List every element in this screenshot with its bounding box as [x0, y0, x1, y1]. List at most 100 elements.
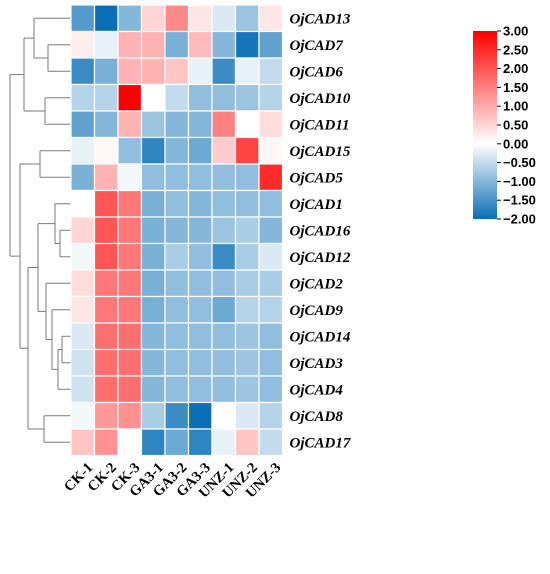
- heatmap-cell: [93, 4, 119, 33]
- row-label: OjCAD5: [290, 170, 344, 186]
- column-labels: CK-1CK-2CK-3GA3-1GA3-2GA3-3UNZ-1UNZ-2UNZ…: [61, 460, 284, 502]
- heatmap-cell: [117, 216, 143, 245]
- heatmap-cell: [258, 375, 284, 404]
- heatmap-cell: [258, 216, 284, 245]
- heatmap-cell: [140, 216, 166, 245]
- heatmap-cell: [117, 189, 143, 218]
- heatmap-cell: [211, 375, 237, 404]
- heatmap-cell: [117, 57, 143, 86]
- heatmap-cell: [211, 136, 237, 165]
- heatmap-cell: [187, 163, 213, 192]
- heatmap-cell: [93, 348, 119, 377]
- heatmap-cell: [187, 348, 213, 377]
- heatmap-cell: [211, 401, 237, 430]
- color-scale-legend: 3.00 2.50 2.00 1.50 1.00 0.50 0.00 −0.50 −1.00 −1…: [473, 24, 536, 227]
- heatmap-cell: [70, 57, 96, 86]
- heatmap-cell: [140, 136, 166, 165]
- heatmap-cell: [93, 428, 119, 457]
- heatmap-cell: [70, 216, 96, 245]
- heatmap-cell: [93, 269, 119, 298]
- heatmap-cell: [93, 295, 119, 324]
- colorbar-tick-label: 1.50: [503, 80, 528, 95]
- heatmap-cell: [234, 375, 260, 404]
- heatmap-cell: [140, 269, 166, 298]
- heatmap-cell: [93, 57, 119, 86]
- heatmap-cell: [187, 375, 213, 404]
- heatmap-cell: [140, 57, 166, 86]
- heatmap-cell: [117, 295, 143, 324]
- heatmap-cell: [211, 295, 237, 324]
- heatmap-cell: [117, 428, 143, 457]
- heatmap-cell: [211, 30, 237, 59]
- heatmap-cell: [234, 401, 260, 430]
- heatmap-cell: [187, 295, 213, 324]
- heatmap-cell: [140, 375, 166, 404]
- row-label: OjCAD11: [290, 117, 350, 133]
- heatmap-cell: [93, 83, 119, 112]
- heatmap-cell: [93, 30, 119, 59]
- heatmap-cell: [164, 83, 190, 112]
- row-label: OjCAD13: [290, 11, 351, 27]
- heatmap-cell: [140, 4, 166, 33]
- heatmap-cell: [164, 348, 190, 377]
- heatmap-cell: [234, 57, 260, 86]
- colorbar-tick-label: 3.00: [503, 24, 528, 39]
- heatmap-cell: [140, 30, 166, 59]
- heatmap-cell: [70, 295, 96, 324]
- heatmap-cell: [211, 83, 237, 112]
- colorbar-tick-label: 0.00: [503, 136, 528, 151]
- heatmap-cell: [140, 322, 166, 351]
- heatmap-cell: [140, 348, 166, 377]
- heatmap-cell: [258, 295, 284, 324]
- heatmap-cell: [117, 401, 143, 430]
- heatmap-cell: [117, 163, 143, 192]
- heatmap-cell: [258, 189, 284, 218]
- heatmap-cell: [187, 401, 213, 430]
- heatmap-cell: [234, 348, 260, 377]
- heatmap-cell: [117, 242, 143, 271]
- heatmap-cell: [164, 269, 190, 298]
- colorbar-tick-label: 2.00: [503, 61, 528, 76]
- heatmap-cell: [140, 428, 166, 457]
- row-label: OjCAD8: [290, 409, 344, 425]
- heatmap-cell: [211, 110, 237, 139]
- heatmap-cell: [258, 428, 284, 457]
- heatmap-cell: [258, 57, 284, 86]
- row-label: OjCAD14: [290, 329, 351, 345]
- heatmap-cells: [70, 4, 284, 457]
- heatmap-cell: [258, 4, 284, 33]
- heatmap-cell: [164, 189, 190, 218]
- heatmap-cell: [93, 242, 119, 271]
- row-label: OjCAD17: [290, 435, 351, 451]
- row-label: OjCAD15: [290, 144, 351, 160]
- heatmap-cell: [258, 269, 284, 298]
- colorbar-tick-label: −0.50: [503, 155, 536, 170]
- heatmap-cell: [187, 57, 213, 86]
- heatmap-cell: [140, 110, 166, 139]
- heatmap-cell: [234, 110, 260, 139]
- heatmap-cell: [258, 136, 284, 165]
- heatmap-cell: [164, 216, 190, 245]
- heatmap-cell: [234, 163, 260, 192]
- heatmap-cell: [140, 83, 166, 112]
- heatmap-cell: [187, 136, 213, 165]
- heatmap-cell: [93, 322, 119, 351]
- heatmap-cell: [117, 348, 143, 377]
- colorbar-tick-label: −2.00: [503, 212, 536, 227]
- heatmap-cell: [70, 30, 96, 59]
- heatmap-cell: [93, 189, 119, 218]
- heatmap-cell: [117, 110, 143, 139]
- row-label: OjCAD4: [290, 382, 344, 398]
- heatmap-cell: [117, 4, 143, 33]
- colorbar-tick-label: 1.00: [503, 99, 528, 114]
- heatmap-cell: [211, 216, 237, 245]
- heatmap-cell: [140, 189, 166, 218]
- colorbar-tick-label: 0.50: [503, 118, 528, 133]
- heatmap-cell: [258, 322, 284, 351]
- row-label: OjCAD1: [290, 197, 343, 213]
- heatmap-cell: [258, 401, 284, 430]
- heatmap-cell: [164, 375, 190, 404]
- heatmap-cell: [164, 322, 190, 351]
- heatmap-cell: [117, 136, 143, 165]
- heatmap-cell: [234, 189, 260, 218]
